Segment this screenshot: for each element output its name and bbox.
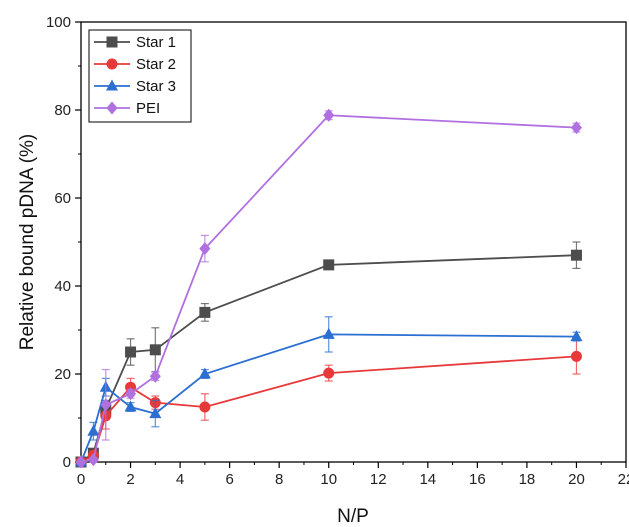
legend-box <box>88 29 192 123</box>
x-tick-label: 22 <box>618 471 629 488</box>
y-tick-label: 0 <box>63 454 71 471</box>
series-layer <box>75 108 583 469</box>
data-point <box>323 108 335 122</box>
series-star-3 <box>75 316 583 467</box>
legend-label: Star 1 <box>136 34 176 51</box>
data-point <box>125 346 137 358</box>
legend-marker <box>106 101 118 115</box>
x-tick-label: 20 <box>568 471 585 488</box>
x-tick-label: 2 <box>126 471 134 488</box>
data-point <box>570 249 582 261</box>
data-point <box>323 259 335 271</box>
data-point <box>198 367 211 379</box>
x-tick-label: 0 <box>77 471 85 488</box>
data-point <box>149 369 161 383</box>
x-tick-label: 10 <box>320 471 337 488</box>
data-point <box>87 424 100 436</box>
y-axis: 0 20 40 60 80 100 <box>46 14 81 471</box>
series-star-1 <box>75 241 582 468</box>
y-tick-label: 80 <box>54 102 71 119</box>
x-tick-label: 12 <box>370 471 387 488</box>
y-tick-label: 60 <box>54 190 71 207</box>
legend-marker <box>106 79 118 91</box>
legend-label: PEI <box>136 100 160 117</box>
data-point <box>322 327 335 339</box>
x-tick-label: 18 <box>519 471 536 488</box>
data-point <box>149 344 161 356</box>
legend-marker <box>106 58 118 70</box>
x-tick-label: 8 <box>275 471 283 488</box>
data-point <box>570 121 582 135</box>
data-point <box>323 367 335 379</box>
legend-label: Star 2 <box>136 56 176 73</box>
y-tick-label: 20 <box>54 366 71 383</box>
legend-label: Star 3 <box>136 78 176 95</box>
data-point <box>570 350 582 362</box>
data-point <box>125 387 137 401</box>
legend-entry: PEI <box>94 100 160 117</box>
data-point <box>87 453 99 467</box>
x-tick-label: 14 <box>419 471 436 488</box>
data-point <box>100 398 112 412</box>
x-tick-label: 4 <box>176 471 184 488</box>
data-point <box>75 455 87 469</box>
series-line <box>80 333 577 463</box>
data-point <box>199 401 211 413</box>
data-point <box>199 306 211 318</box>
x-tick-label: 16 <box>469 471 486 488</box>
x-axis-title: N/P <box>337 506 369 527</box>
legend-entry: Star 3 <box>94 78 176 95</box>
series-star-2 <box>75 338 582 468</box>
y-tick-label: 100 <box>46 14 71 31</box>
series-pei <box>75 108 582 469</box>
y-tick-label: 40 <box>54 278 71 295</box>
y-axis-title: Relative bound pDNA (%) <box>17 134 38 351</box>
data-point <box>124 400 137 412</box>
data-point <box>199 242 211 256</box>
legend: Star 1 Star 2 Star 3 PEI <box>88 29 192 123</box>
data-point <box>149 407 162 419</box>
legend-marker <box>106 36 118 48</box>
x-axis: 0 2 4 6 8 10 12 14 16 18 20 22 <box>77 462 629 488</box>
legend-entry: Star 2 <box>94 56 176 73</box>
data-point <box>570 330 583 342</box>
series-line <box>80 114 577 463</box>
legend-entry: Star 1 <box>94 34 176 51</box>
x-tick-label: 6 <box>225 471 233 488</box>
